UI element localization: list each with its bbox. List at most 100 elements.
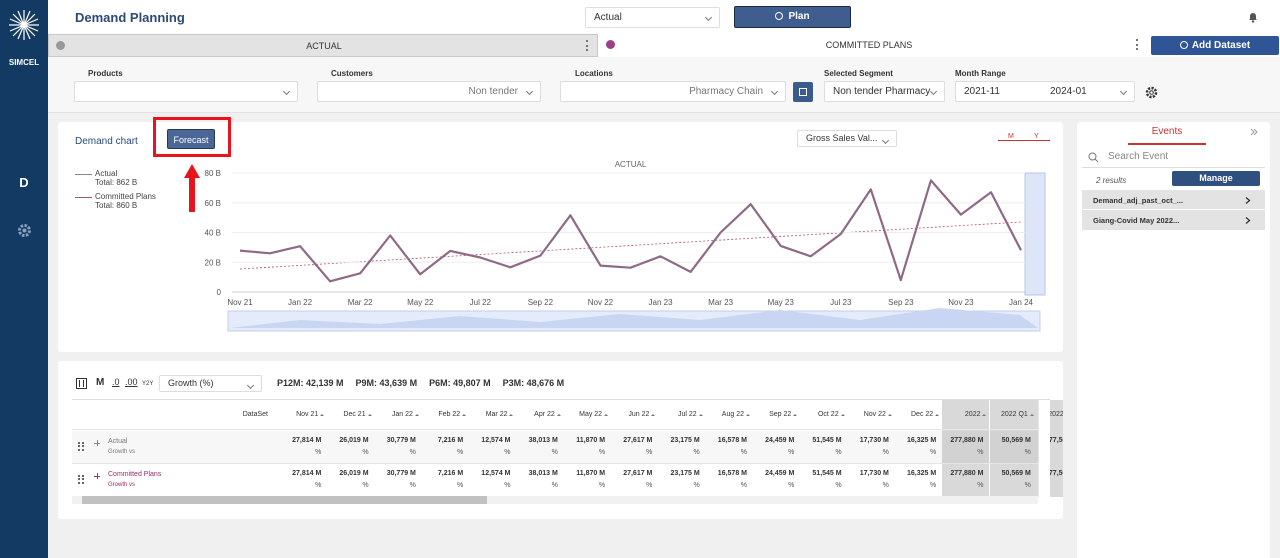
growth-cell: % bbox=[882, 482, 889, 489]
gear-icon[interactable] bbox=[1145, 86, 1158, 99]
month-range[interactable]: 2021-11 2024-01 bbox=[955, 81, 1135, 102]
table-cell: 24,459 M bbox=[765, 470, 795, 477]
column-header[interactable]: Oct 22 bbox=[800, 411, 847, 418]
manage-button[interactable]: Manage bbox=[1172, 171, 1260, 186]
event-item[interactable]: Demand_adj_past_oct_... bbox=[1082, 190, 1265, 210]
line-chart: ACTUAL 0 20 B 40 B 60 B 80 B Nov 21 Jan 22 Mar 2… bbox=[205, 160, 1046, 332]
granularity-y[interactable]: Y bbox=[1034, 133, 1039, 140]
tab-committed[interactable]: COMMITTED PLANS Add Dataset bbox=[598, 34, 1280, 57]
bell-icon[interactable] bbox=[1248, 11, 1258, 23]
column-header[interactable]: Jan 22 bbox=[375, 411, 422, 418]
column-header[interactable]: Jul 22 bbox=[658, 411, 705, 418]
table-cell: 7,216 M bbox=[437, 470, 464, 477]
growth-select[interactable]: Growth (%) bbox=[159, 375, 262, 392]
period-stat: P6M: 49,807 M bbox=[429, 378, 491, 388]
table-cell: 26,019 M bbox=[339, 437, 369, 444]
column-header[interactable]: Dec 22 bbox=[895, 411, 942, 418]
growth-cell: % bbox=[740, 482, 747, 489]
table-cell: 27,617 M bbox=[623, 470, 653, 477]
column-header[interactable]: Jun 22 bbox=[611, 411, 658, 418]
growth-cell: % bbox=[693, 449, 700, 456]
column-header[interactable]: 2022 Q2 bbox=[1037, 411, 1063, 418]
table-cell: 51,545 M bbox=[812, 470, 842, 477]
table-cell: 38,013 M bbox=[528, 437, 558, 444]
column-header[interactable]: Apr 22 bbox=[517, 411, 564, 418]
filter-icon[interactable] bbox=[76, 378, 87, 389]
column-header[interactable]: 2022 Q1 bbox=[990, 411, 1037, 418]
column-header[interactable]: Aug 22 bbox=[706, 411, 753, 418]
column-header[interactable]: Feb 22 bbox=[422, 411, 469, 418]
column-header[interactable]: Nov 22 bbox=[848, 411, 895, 418]
x-tick-label: May 22 bbox=[407, 298, 434, 307]
table-cell: 27,617 M bbox=[623, 437, 653, 444]
events-tab[interactable]: Events bbox=[1128, 126, 1206, 145]
x-tick-label: Jul 22 bbox=[470, 298, 492, 307]
month-to: 2024-01 bbox=[1050, 86, 1087, 97]
growth-cell: % bbox=[456, 482, 464, 489]
save-button[interactable] bbox=[793, 82, 813, 102]
column-header[interactable]: May 22 bbox=[564, 411, 611, 418]
chart-title: ACTUAL bbox=[615, 160, 647, 169]
settings-icon[interactable] bbox=[17, 223, 32, 238]
measure-select[interactable]: Gross Sales Val... bbox=[797, 130, 897, 147]
table-cell: 50,569 M bbox=[1001, 437, 1031, 444]
tab-actual[interactable]: ACTUAL bbox=[48, 34, 598, 57]
drag-handle[interactable] bbox=[78, 475, 84, 484]
growth-cell: % bbox=[362, 449, 369, 456]
forecast-button[interactable]: Forecast bbox=[167, 129, 215, 149]
locations-select[interactable]: Pharmacy Chain bbox=[560, 81, 786, 102]
scrollbar-track[interactable] bbox=[72, 496, 1038, 504]
arrow bbox=[184, 164, 200, 212]
table-cell: 11,870 M bbox=[576, 470, 606, 477]
event-search[interactable]: Search Event bbox=[1082, 148, 1265, 168]
column-header[interactable]: 2022 bbox=[942, 411, 989, 418]
plan-button[interactable]: Plan bbox=[734, 6, 851, 28]
products-select[interactable] bbox=[74, 81, 298, 102]
growth-cell: % bbox=[929, 449, 937, 456]
view-select[interactable]: Actual bbox=[585, 7, 720, 28]
event-item[interactable]: Giang-Covid May 2022... bbox=[1082, 210, 1265, 230]
tab-label: COMMITTED PLANS bbox=[825, 40, 913, 50]
column-header[interactable]: Dec 21 bbox=[327, 411, 374, 418]
expand-icon[interactable] bbox=[94, 440, 100, 446]
x-tick-label: Mar 22 bbox=[348, 298, 373, 307]
granularity-m[interactable]: M bbox=[1008, 133, 1014, 140]
collapse-icon[interactable] bbox=[1250, 128, 1258, 136]
y2y-toggle[interactable]: Y2Y bbox=[142, 381, 154, 387]
sidebar: SIMCEL D bbox=[0, 0, 48, 558]
month-toggle[interactable]: M bbox=[96, 377, 105, 388]
table-cell: 77,500 M bbox=[1048, 470, 1063, 477]
results-count: 2 results bbox=[1096, 176, 1127, 185]
growth-cell: % bbox=[504, 482, 511, 489]
drag-handle[interactable] bbox=[78, 442, 84, 451]
decimal-1[interactable]: .0 bbox=[112, 377, 120, 387]
growth-cell: % bbox=[835, 449, 842, 456]
row-name: Actual bbox=[108, 438, 128, 445]
expand-icon[interactable] bbox=[94, 473, 100, 479]
decimal-2[interactable]: .00 bbox=[125, 377, 138, 387]
table-cell: 27,814 M bbox=[292, 437, 322, 444]
segment-select[interactable]: Non tender Pharmacy bbox=[824, 81, 945, 102]
filter-label: Locations bbox=[575, 69, 613, 78]
table-scroll-edge bbox=[1038, 400, 1050, 497]
legend-swatch bbox=[75, 174, 92, 175]
growth-cell: % bbox=[456, 449, 464, 456]
add-dataset-button[interactable]: Add Dataset bbox=[1151, 36, 1279, 55]
period-stat: P9M: 43,639 M bbox=[355, 378, 418, 388]
table-cell: 30,779 M bbox=[386, 470, 416, 477]
nav-item[interactable]: D bbox=[19, 175, 29, 190]
growth-cell: % bbox=[788, 482, 795, 489]
x-tick-label: Jul 23 bbox=[830, 298, 852, 307]
column-header[interactable]: Mar 22 bbox=[469, 411, 516, 418]
period-stats: P12M: 42,139 M P9M: 43,639 M P6M: 49,807 M… bbox=[277, 378, 576, 388]
row-sub: Growth vs bbox=[108, 449, 136, 455]
column-header[interactable]: Sep 22 bbox=[753, 411, 800, 418]
table-cell: 12,574 M bbox=[481, 437, 511, 444]
table-card: M .0 .00 Y2Y Growth (%) P12M: 42,139 M P9… bbox=[58, 361, 1063, 519]
table-cell: 38,013 M bbox=[528, 470, 558, 477]
range-handle[interactable] bbox=[1024, 172, 1046, 296]
customers-select[interactable]: Non tender bbox=[317, 81, 541, 102]
column-header[interactable]: Nov 21 bbox=[280, 411, 327, 418]
growth-cell: % bbox=[788, 449, 795, 456]
